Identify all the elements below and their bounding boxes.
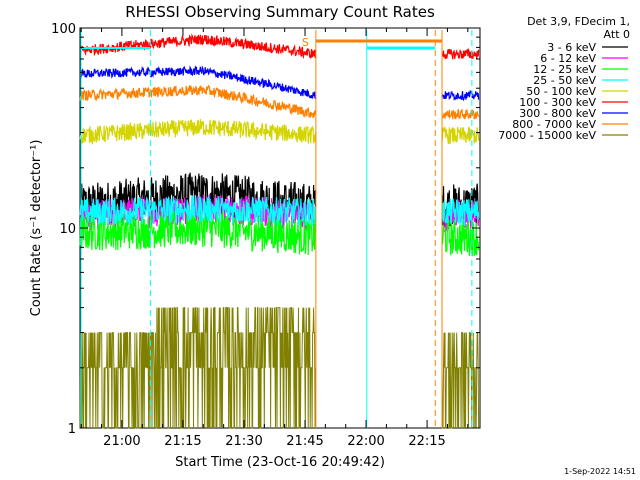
series-7 [79,84,480,120]
series-6 [79,65,480,102]
legend-entry-label: 6 - 12 keV [540,52,596,65]
x-axis-label: Start Time (23-Oct-16 20:49:42) [175,455,385,470]
x-tick-label: 21:00 [103,434,140,449]
x-tick-label: 22:00 [347,434,384,449]
series-line [79,194,317,227]
series-line [441,47,480,60]
series-line [79,118,317,146]
series-line [80,33,317,60]
legend-entry-label: 800 - 7000 keV [512,118,596,131]
series-line [441,126,480,145]
legend-entry-label: 7000 - 15000 keV [498,129,596,142]
x-axis: 21:00 21:15 21:30 21:45 22:00 22:15 [80,28,469,449]
series-line [441,332,480,429]
footer-date: 1-Sep-2022 14:51 [564,467,636,476]
y-tick-label: 1 [68,422,76,437]
series-line [79,65,317,99]
chart-title: RHESSI Observing Summary Count Rates [125,3,435,21]
legend-header-1: Det 3,9, FDecim 1, [527,15,630,28]
marker-label: S [302,36,309,49]
legend-header-2: Att 0 [604,28,630,41]
x-tick-label: 22:15 [408,434,445,449]
series-8 [79,307,480,429]
series-line [441,219,480,257]
x-tick-label: 21:30 [225,434,262,449]
series-line [79,307,317,429]
y-tick-label: 10 [59,222,76,237]
series-2 [79,209,480,257]
series-4 [79,118,480,146]
series-line [79,84,317,119]
vertical-markers: S [80,30,473,428]
series-line [79,209,317,256]
y-axis: 1 10 100 [51,22,480,437]
series-line [441,108,480,120]
data-layer: S [79,30,480,429]
y-tick-label: 100 [51,22,76,37]
series-line [441,89,480,102]
x-tick-label: 21:45 [286,434,323,449]
series-3 [79,194,480,227]
legend-entry-label: 3 - 6 keV [547,41,596,54]
x-tick-label: 21:15 [164,434,201,449]
legend-entry-label: 300 - 800 keV [519,107,596,120]
series-line [441,198,480,226]
legend-entry-label: 50 - 100 keV [526,85,596,98]
legend-entry-label: 100 - 300 keV [519,96,596,109]
legend-entry-label: 25 - 50 keV [533,74,596,87]
y-axis-label: Count Rate (s⁻¹ detector⁻¹) [29,140,44,317]
legend-entry-label: 12 - 25 keV [533,63,596,76]
